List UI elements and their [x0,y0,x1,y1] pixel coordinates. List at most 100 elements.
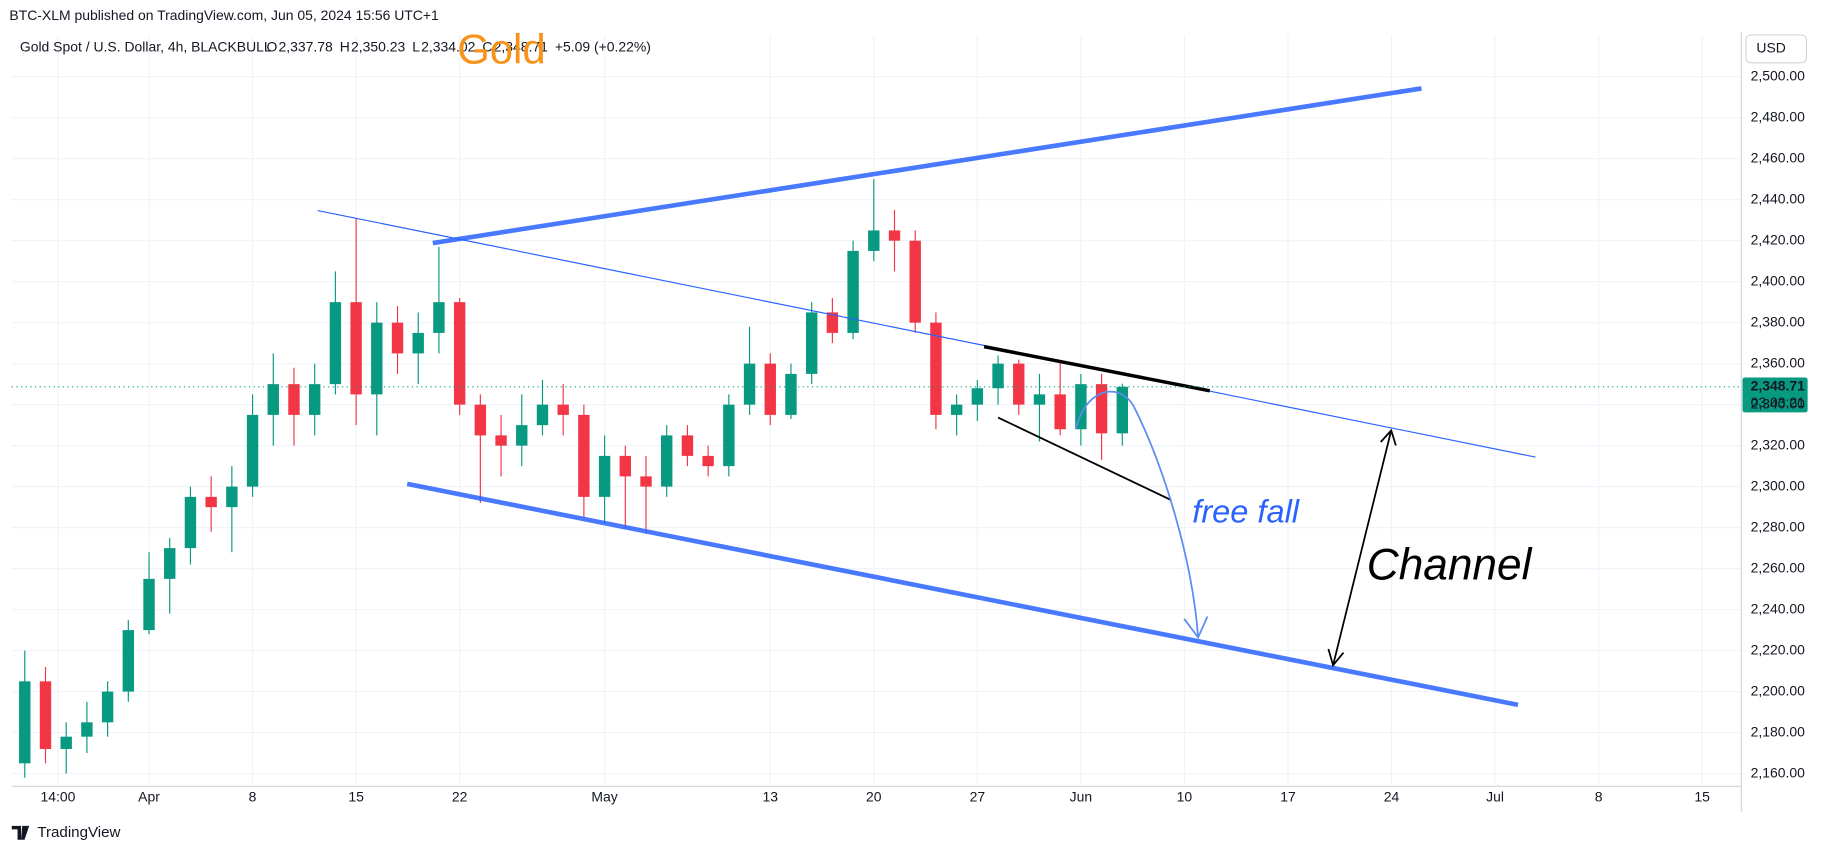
x-tick-label: 13 [763,789,779,805]
x-tick-label: Jul [1486,789,1504,805]
ohlc-label: H [340,38,350,54]
candles [19,179,1128,778]
last-price-label: 2,348.71 [1751,377,1806,393]
candle-body [267,384,279,415]
annotation: free fall [1192,494,1300,530]
candle-body [661,435,673,487]
candle-body [122,630,135,692]
candle-body [992,363,1004,389]
x-tick-label: 8 [1595,789,1603,805]
trendline [317,209,1536,458]
candle-body [474,404,487,436]
x-tick-label: 14:00 [40,789,75,805]
change: +5.09 (+0.22%) [555,38,651,54]
candle-body [433,302,445,333]
candle-body [847,250,859,333]
candle-body [868,230,880,251]
candle-body [39,681,52,749]
x-tick-label: 15 [1694,789,1710,805]
footer-brand: TradingView [37,824,120,841]
candle-body [640,476,652,487]
candle-body [516,425,528,446]
candle-body [1075,384,1087,430]
y-tick-label: 2,200.00 [1751,682,1806,698]
y-tick-label: 2,320.00 [1751,436,1806,452]
candle-body [888,230,901,241]
y-tick-label: 2,480.00 [1751,108,1806,124]
curve-arrow [1075,390,1200,638]
countdown: 03:03:21 [1751,394,1806,410]
ohlc-value: 2,348.71 [494,38,549,54]
y-tick-label: 2,160.00 [1751,764,1806,780]
currency-button[interactable] [1745,34,1808,64]
ohlc-value: 2,350.23 [351,38,406,54]
candle-body [1013,363,1025,405]
x-tick-label: 22 [452,789,468,805]
x-tick-label: Apr [138,789,160,805]
candle-body [164,548,176,579]
y-tick-label: 2,460.00 [1751,149,1806,165]
x-tick-label: 17 [1280,789,1296,805]
candle-body [412,332,424,354]
candle-body [371,322,383,395]
y-tick-label: 2,360.00 [1751,354,1806,370]
candle-body [350,302,362,395]
currency[interactable]: USD [1756,40,1785,56]
double-arrow [1332,430,1393,666]
candle-body [184,496,197,549]
trendline [432,86,1422,246]
candle-body [764,363,776,415]
candle-body [971,388,984,405]
candle-body [453,302,466,405]
logo [11,825,30,840]
candle-body [598,455,611,497]
candle-body [702,455,714,467]
candle-body [805,312,818,374]
candle-body [81,722,93,737]
candle-body [930,322,942,415]
candle-body [723,404,735,467]
candle-body [60,736,72,749]
y-tick-label: 2,300.00 [1751,477,1806,493]
ohlc-legend: O 2,337.78 H 2,350.23 L 2,334.02 C 2,348.71 +5.0… [266,38,650,54]
y-tick-label: 2,440.00 [1751,190,1806,206]
candle-body [329,302,342,385]
candle-body [619,455,631,477]
candle-body [785,373,797,415]
candle-body [950,404,963,415]
candle-body [143,578,155,631]
candle-body [308,384,321,415]
y-tick-label: 2,220.00 [1751,641,1806,657]
candle-body [681,435,694,456]
candle-body [909,240,921,323]
y-tick-label: 2,380.00 [1751,313,1806,329]
x-tick-label: May [591,789,617,805]
ohlc-label: O [266,38,277,54]
candle-body [578,414,590,497]
candle-body [101,691,114,723]
ohlc-value: 2,337.78 [278,38,333,54]
y-tick-label: 2,420.00 [1751,231,1806,247]
ohlc-value: 2,334.02 [421,38,476,54]
candle-body [391,322,404,354]
x-tick-label: 10 [1177,789,1193,805]
trendline [997,416,1172,501]
candle-body [19,681,31,764]
candle-body [743,363,756,405]
x-tick-label: 24 [1384,789,1400,805]
x-tick-label: 20 [866,789,882,805]
candle-body [536,404,549,426]
ohlc-label: C [482,38,492,54]
published-note: BTC-XLM published on TradingView.com, Ju… [9,7,439,23]
annotation: Gold [457,25,545,72]
symbol: Gold Spot / U.S. Dollar, 4h, BLACKBULL [20,38,272,54]
candle-body [246,414,259,487]
y-tick-label: 2,280.00 [1751,518,1806,534]
x-tick-label: 8 [249,789,257,805]
arrow-head [1183,616,1209,640]
y-tick-label: 2,340.00 [1751,395,1806,411]
x-tick-label: 15 [348,789,364,805]
